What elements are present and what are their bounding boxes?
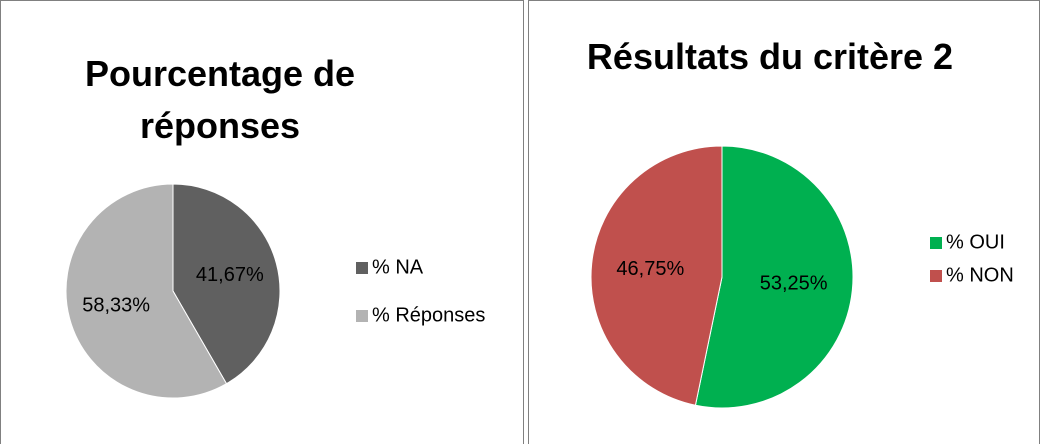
- data-label: 46,75%: [616, 258, 684, 280]
- legend-swatch: [930, 237, 942, 249]
- legend-swatch: [356, 310, 368, 322]
- data-label: 58,33%: [82, 295, 150, 317]
- legend-label: % Réponses: [372, 304, 485, 326]
- chart-title: Résultats du critère 2: [586, 36, 954, 77]
- legend-swatch: [930, 270, 942, 282]
- chart-title: Pourcentage de réponses: [84, 53, 356, 146]
- pie-slice: [172, 183, 281, 385]
- panel: [0, 0, 524, 444]
- pie-slice: [694, 145, 854, 409]
- legend-label: % OUI: [946, 231, 1005, 253]
- data-label: 53,25%: [760, 273, 828, 295]
- pie-slice: [590, 145, 723, 406]
- legend-swatch: [356, 262, 368, 274]
- legend-label: % NA: [372, 256, 424, 278]
- data-label: 41,67%: [196, 264, 264, 286]
- legend-label: % NON: [946, 264, 1014, 286]
- pie-slice: [65, 183, 228, 399]
